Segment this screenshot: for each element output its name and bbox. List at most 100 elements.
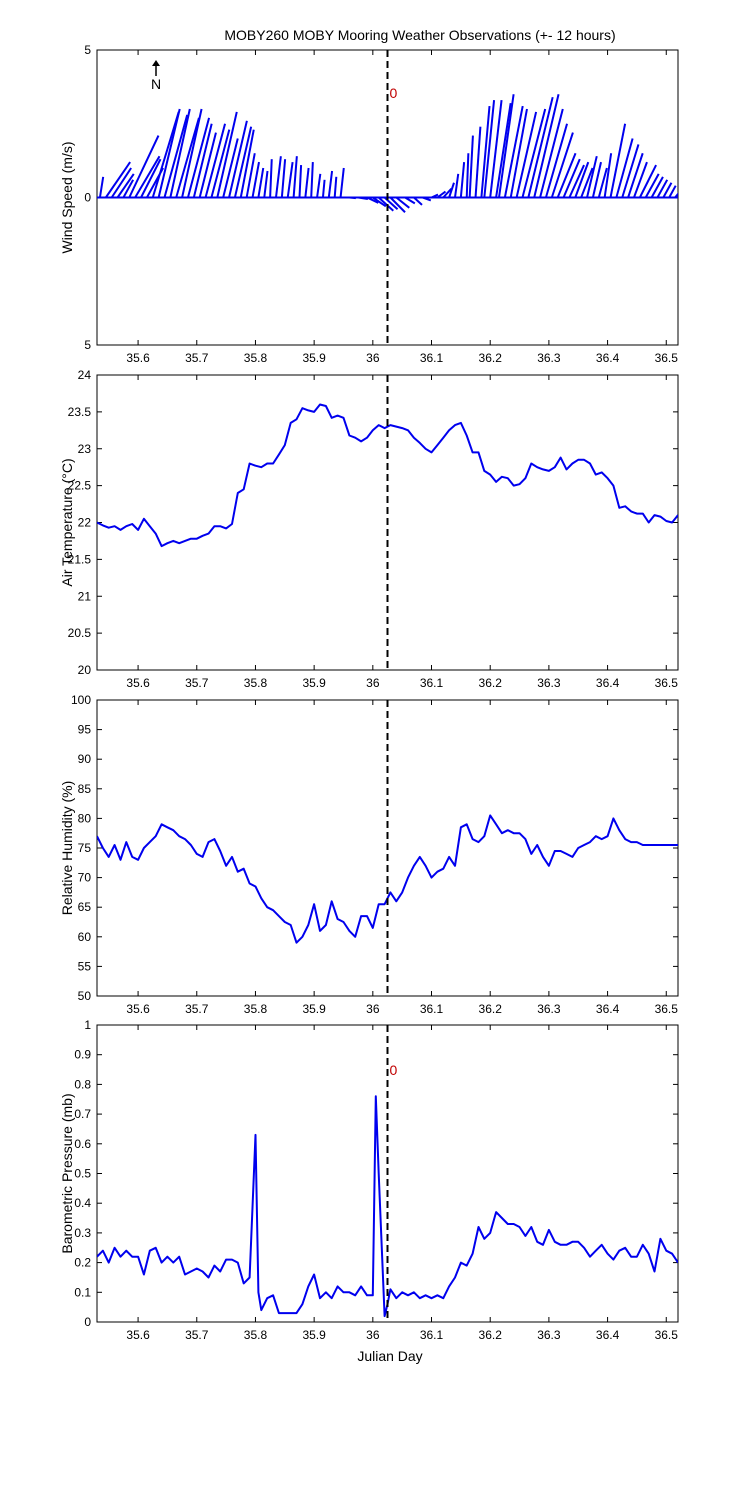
x-tick-label: 36.5 (655, 676, 679, 690)
wind-stick (539, 108, 564, 198)
x-tick-label: 36.2 (479, 1002, 503, 1016)
wind-stick (110, 167, 132, 199)
chart-panels: 35.6 35.7 35.8 35.9 36 36.1 36.2 36.3 36.4 36.550… (59, 43, 679, 1342)
wind-stick (468, 135, 474, 198)
data-line (97, 403, 678, 548)
x-tick-label: 35.9 (302, 676, 326, 690)
y-tick-label: 50 (78, 989, 92, 1003)
wind-stick (98, 176, 105, 198)
wind-stick (321, 179, 326, 198)
wind-stick (644, 173, 660, 198)
wind-stick (638, 164, 657, 198)
north-label: N (151, 76, 161, 92)
wind-stick (650, 176, 664, 198)
wind-stick (609, 123, 627, 198)
wind-stick (116, 173, 135, 199)
wind-stick (366, 196, 379, 204)
wind-stick (186, 117, 211, 198)
wind-stick (556, 152, 577, 198)
wind-stick (286, 161, 294, 198)
wind-stick (495, 102, 512, 198)
x-tick-label: 36.4 (596, 351, 620, 365)
y-tick-label: 0.4 (74, 1196, 91, 1210)
wind-stick (128, 135, 160, 198)
wind-stick (292, 156, 298, 198)
wind-stick (192, 123, 213, 198)
y-tick-label: 20.5 (68, 626, 92, 640)
y-tick-label: 22.5 (68, 479, 92, 493)
reference-marker-label: 0 (390, 85, 398, 101)
y-axis-label: Barometric Pressure (mb) (59, 1093, 75, 1253)
x-tick-label: 35.8 (244, 351, 268, 365)
x-tick-label: 35.8 (244, 1328, 268, 1342)
x-tick-label: 36.1 (420, 676, 444, 690)
wind-stick (627, 152, 644, 198)
y-axis-label: Air Temperature (°C) (59, 458, 75, 586)
wind-stick (448, 182, 455, 198)
y-tick-label: 60 (78, 930, 92, 944)
y-tick-label: 1 (84, 1018, 91, 1032)
x-tick-label: 35.8 (244, 676, 268, 690)
wind-stick (163, 114, 189, 198)
x-tick-label: 35.6 (126, 351, 150, 365)
panel-1: 35.6 35.7 35.8 35.9 36 36.1 36.2 36.3 36.4 36.5 5 0… (59, 43, 679, 365)
x-tick-label: 36 (366, 1002, 380, 1016)
x-tick-label: 35.6 (126, 676, 150, 690)
x-tick-label: 35.7 (185, 1328, 209, 1342)
wind-stick (413, 196, 423, 206)
x-tick-label: 36.1 (420, 1002, 444, 1016)
x-tick-label: 36.5 (655, 1328, 679, 1342)
x-axis-label: Julian Day (357, 1348, 422, 1364)
plot-data (97, 94, 678, 213)
reference-marker-label: 0 (390, 1062, 398, 1078)
x-tick-label: 36.3 (537, 351, 561, 365)
y-axis-label: Relative Humidity (%) (59, 781, 75, 916)
wind-stick (580, 167, 594, 198)
y-tick-label: 0.1 (74, 1285, 91, 1299)
y-tick-label: 95 (78, 723, 92, 737)
wind-stick (662, 182, 673, 198)
wind-stick (465, 153, 470, 198)
wind-stick (615, 138, 634, 198)
wind-stick (298, 165, 303, 198)
wind-stick (442, 187, 453, 199)
wind-stick (544, 123, 569, 198)
wind-stick (233, 126, 253, 198)
y-tick-label: 0 (84, 191, 91, 205)
wind-stick (621, 144, 640, 198)
x-tick-label: 36.3 (537, 676, 561, 690)
wind-stick (436, 190, 447, 199)
wind-stick (527, 96, 554, 198)
wind-stick (181, 108, 203, 198)
y-tick-label: 23.5 (68, 405, 92, 419)
wind-stick (339, 167, 345, 198)
wind-stick (597, 167, 608, 198)
wind-stick (568, 164, 585, 198)
x-tick-label: 35.7 (185, 1002, 209, 1016)
wind-stick (603, 153, 613, 198)
plot-data (97, 1095, 678, 1318)
wind-stick (251, 161, 260, 198)
wind-stick (257, 167, 265, 198)
y-tick-label: 90 (78, 752, 92, 766)
y-tick-label: 5 (84, 338, 91, 352)
wind-stick (304, 167, 310, 198)
x-tick-label: 36.1 (420, 1328, 444, 1342)
wind-stick (275, 156, 282, 198)
x-tick-label: 36 (366, 1328, 380, 1342)
y-tick-label: 22 (78, 516, 92, 530)
x-tick-label: 36.5 (655, 1002, 679, 1016)
wind-stick (453, 173, 460, 198)
wind-stick (175, 117, 200, 198)
wind-stick (245, 153, 256, 198)
wind-stick (562, 158, 581, 198)
wind-stick (668, 185, 677, 198)
x-tick-label: 35.9 (302, 1002, 326, 1016)
y-tick-label: 0.9 (74, 1048, 91, 1062)
x-tick-label: 36 (366, 676, 380, 690)
x-tick-label: 36.3 (537, 1328, 561, 1342)
wind-stick (333, 176, 338, 198)
x-tick-label: 35.7 (185, 351, 209, 365)
x-tick-label: 35.9 (302, 351, 326, 365)
